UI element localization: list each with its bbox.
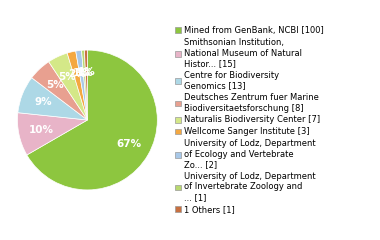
Wedge shape: [32, 62, 87, 120]
Text: 2%: 2%: [68, 69, 86, 79]
Wedge shape: [18, 78, 87, 120]
Wedge shape: [17, 113, 87, 155]
Text: 5%: 5%: [46, 80, 64, 90]
Text: 5%: 5%: [58, 72, 76, 82]
Wedge shape: [67, 51, 87, 120]
Text: 9%: 9%: [34, 97, 52, 108]
Wedge shape: [82, 50, 87, 120]
Wedge shape: [27, 50, 157, 190]
Wedge shape: [84, 50, 87, 120]
Legend: Mined from GenBank, NCBI [100], Smithsonian Institution,
National Museum of Natu: Mined from GenBank, NCBI [100], Smithson…: [175, 26, 324, 214]
Text: 1%: 1%: [73, 68, 90, 78]
Wedge shape: [76, 50, 87, 120]
Wedge shape: [49, 53, 87, 120]
Text: 67%: 67%: [116, 139, 141, 149]
Text: 1%: 1%: [78, 67, 95, 78]
Text: 1%: 1%: [76, 67, 93, 78]
Text: 10%: 10%: [28, 125, 54, 135]
